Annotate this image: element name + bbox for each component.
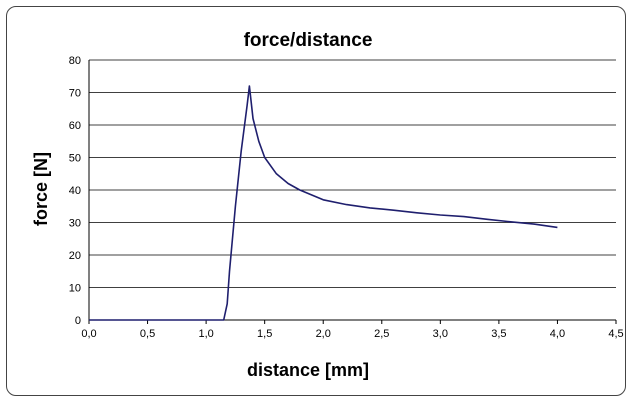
force-distance-chart: force/distance distance [mm] force [N] 0…	[31, 30, 624, 380]
y-tick-label: 60	[69, 120, 81, 132]
x-tick-label: 2,5	[374, 328, 389, 340]
chart-title: force/distance	[244, 30, 373, 51]
x-tick-label: 1,0	[198, 328, 213, 340]
y-tick-label: 20	[69, 250, 81, 262]
x-axis-title: distance [mm]	[247, 360, 369, 380]
x-tick-label: 2,0	[316, 328, 331, 340]
x-tick-label: 3,5	[491, 328, 506, 340]
x-tick-label: 0,5	[140, 328, 155, 340]
y-tick-label: 30	[69, 218, 81, 230]
x-tick-label: 3,0	[433, 328, 448, 340]
x-tick-label: 0,0	[81, 328, 96, 340]
series-line	[89, 85, 558, 321]
y-tick-label: 40	[69, 185, 81, 197]
y-axis-title: force [N]	[31, 152, 51, 226]
tick-labels: 0 10 20 30 40 50 60 70 80 0,0 0,5 1,0 1,5 2,0 2,5 3,0 3,…	[69, 55, 624, 340]
y-tick-label: 80	[69, 55, 81, 67]
y-tick-label: 10	[69, 283, 81, 295]
x-tick-label: 1,5	[257, 328, 272, 340]
gridlines	[89, 59, 616, 288]
y-tick-label: 50	[69, 153, 81, 165]
x-tick-label: 4,0	[550, 328, 565, 340]
chart-frame	[6, 6, 626, 396]
axes	[88, 60, 617, 324]
y-tick-label: 0	[75, 315, 81, 327]
series-layer	[89, 85, 558, 321]
x-tick-label: 4,5	[608, 328, 623, 340]
y-tick-label: 70	[69, 88, 81, 100]
